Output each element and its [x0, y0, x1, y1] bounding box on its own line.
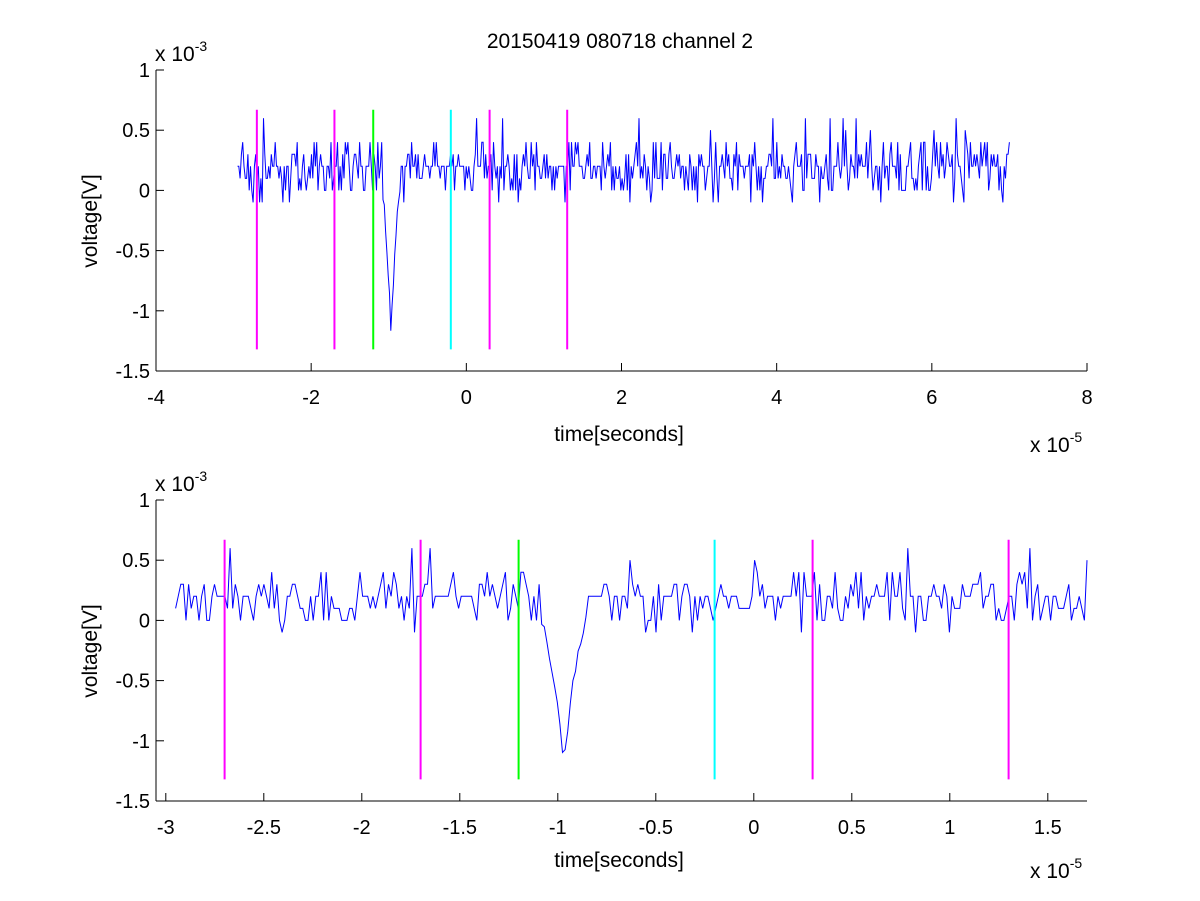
bottom-chart: -1.5 -1 -0.5 0 0.5 1 -3 -2.5 -2 -1.5 -1 -0.5 0 0.5 1 1.…: [79, 468, 1088, 883]
x-tick-label: -2.5: [247, 817, 281, 839]
y-tick-label: 0: [139, 180, 150, 202]
top-plot-area: -1.5 -1 -0.5 0 0.5 1 -4 -2 0 2 4 6 8: [116, 60, 1093, 409]
top-chart: -1.5 -1 -0.5 0 0.5 1 -4 -2 0 2 4 6 8 time[seconds] v…: [79, 38, 1093, 457]
bottom-chart-ylabel: voltage[V]: [79, 604, 102, 697]
x-tick-label: 0: [461, 387, 472, 409]
x-tick-label: 1.5: [1034, 817, 1062, 839]
x-tick-label: 2: [616, 387, 627, 409]
y-tick-label: 0.5: [122, 550, 150, 572]
x-tick-label: -2: [302, 387, 320, 409]
x-tick-label: -1: [549, 817, 567, 839]
x-tick-label: 4: [771, 387, 782, 409]
x-tick-label: 8: [1081, 387, 1092, 409]
x-tick-label: -1.5: [443, 817, 477, 839]
x-tick-label: -0.5: [639, 817, 673, 839]
x-tick-label: -2: [353, 817, 371, 839]
top-chart-x-multiplier: x 10-5: [1030, 429, 1082, 457]
y-tick-label: 1: [139, 60, 150, 82]
y-tick-label: 1: [139, 490, 150, 512]
y-tick-label: -0.5: [116, 241, 150, 263]
x-tick-label: 6: [926, 387, 937, 409]
bottom-plot-area: -1.5 -1 -0.5 0 0.5 1 -3 -2.5 -2 -1.5 -1 -0.5 0 0.5 1 1.…: [116, 490, 1088, 839]
bottom-chart-y-multiplier: x 10-3: [155, 468, 207, 496]
y-tick-label: -1.5: [116, 791, 150, 813]
bottom-chart-x-multiplier: x 10-5: [1030, 855, 1082, 883]
x-tick-label: -4: [147, 387, 165, 409]
top-chart-ylabel: voltage[V]: [79, 174, 102, 267]
signal-trace: [175, 548, 1088, 754]
y-tick-label: 0.5: [122, 120, 150, 142]
y-tick-label: -0.5: [116, 671, 150, 693]
x-tick-label: 0: [748, 817, 759, 839]
figure-title: 20150419 080718 channel 2: [487, 30, 753, 53]
y-tick-label: -1: [132, 731, 150, 753]
y-tick-label: -1.5: [116, 361, 150, 383]
y-tick-label: 0: [139, 610, 150, 632]
signal-trace: [237, 118, 1010, 331]
bottom-chart-xlabel: time[seconds]: [554, 849, 684, 872]
x-tick-label: -3: [157, 817, 175, 839]
x-tick-label: 0.5: [838, 817, 866, 839]
x-tick-label: 1: [944, 817, 955, 839]
top-chart-xlabel: time[seconds]: [554, 423, 684, 446]
top-chart-y-multiplier: x 10-3: [155, 38, 207, 66]
y-tick-label: -1: [132, 301, 150, 323]
